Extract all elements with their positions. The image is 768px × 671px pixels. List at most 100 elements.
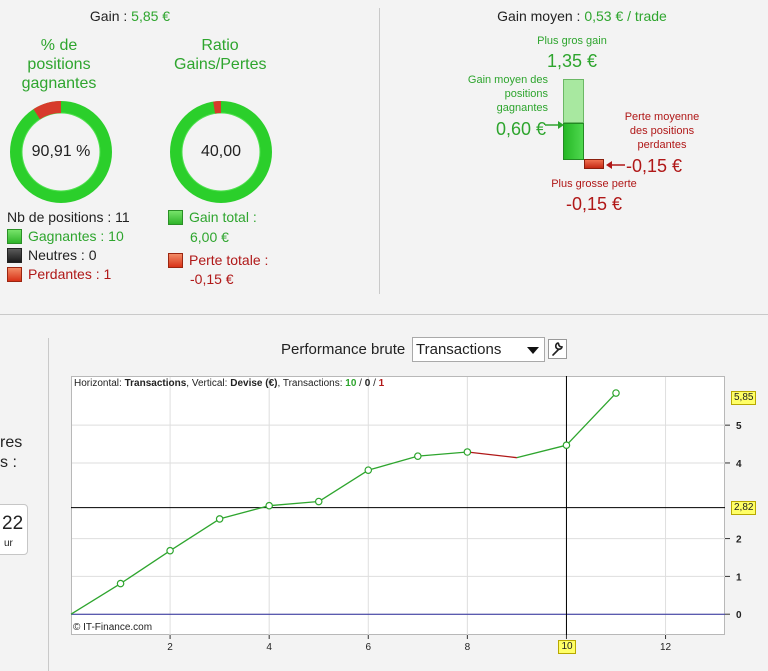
performance-select[interactable]: Transactions xyxy=(412,337,545,362)
gain-segment xyxy=(219,505,270,520)
data-point xyxy=(215,515,224,523)
performance-select-value: Transactions xyxy=(416,341,502,358)
gain-label: Gain : xyxy=(89,8,128,24)
left-card-value: 22 xyxy=(2,513,24,534)
chart-info-vertical-label: , Vertical: xyxy=(186,378,228,389)
performance-chart-area[interactable] xyxy=(71,376,725,635)
red-square-icon xyxy=(168,253,183,268)
copyright-text: © IT-Finance.com xyxy=(73,622,153,633)
x-tick-label: 6 xyxy=(365,642,371,653)
arrow-left-icon xyxy=(606,161,625,169)
dark-square-icon xyxy=(7,248,22,263)
y-tick-label: 2 xyxy=(736,535,742,546)
data-point xyxy=(364,466,373,474)
x-tick-label: 4 xyxy=(266,642,272,653)
data-point xyxy=(562,441,571,449)
win-rate-value: 90,91 % xyxy=(31,143,91,160)
chart-info-horizontal-label: Horizontal: xyxy=(74,378,122,389)
loss-segment xyxy=(467,451,517,459)
gain-segment xyxy=(565,392,617,446)
legend-winning: Gagnantes : 10 xyxy=(7,227,124,246)
gain-segment xyxy=(169,518,220,552)
winning-label: Gagnantes : 10 xyxy=(28,228,124,244)
arrow-right-icon xyxy=(545,121,564,129)
best-gain-value: 1,35 € xyxy=(546,51,598,71)
chart-info: Horizontal: Transactions, Vertical: Devi… xyxy=(74,378,384,389)
neutral-label: Neutres : 0 xyxy=(28,247,97,263)
red-square-icon xyxy=(7,267,22,282)
x-tick-label: 12 xyxy=(660,642,672,653)
worst-loss-value: -0,15 € xyxy=(565,194,623,214)
bottom-left-divider xyxy=(48,338,49,671)
green-square-icon xyxy=(168,210,183,225)
top-divider xyxy=(379,8,380,294)
green-square-icon xyxy=(7,229,22,244)
avg-loss-value: -0,15 € xyxy=(626,156,683,176)
gain-loss-ratio-title: Ratio Gains/Pertes xyxy=(174,37,267,73)
gain-value: 5,85 € xyxy=(131,8,171,24)
best-gain-bar xyxy=(563,79,584,123)
left-partial-text-2: s : xyxy=(0,454,17,471)
gain-segment xyxy=(318,469,369,503)
average-gain-value: 0,53 € / trade xyxy=(584,8,667,24)
legend-total-loss: Perte totale : xyxy=(168,251,268,270)
gain-segment xyxy=(120,550,171,585)
cursor-x-tag: 10 xyxy=(558,640,576,654)
chart-info-vertical-value: Devise (€) xyxy=(230,378,278,389)
data-point xyxy=(265,501,273,510)
avg-win-value: 0,60 € xyxy=(495,119,546,139)
avg-loss-label: Perte moyenne des positions perdantes xyxy=(624,111,700,151)
gain-loss-value: 40,00 xyxy=(200,143,242,160)
x-tick-label: 8 xyxy=(465,642,471,653)
left-card-sub: ur xyxy=(4,538,13,549)
wrench-icon-glyph xyxy=(552,342,564,356)
chart-info-count-win: 10 xyxy=(345,378,357,389)
avg-win-label: Gain moyen des positions gagnantes xyxy=(467,74,548,114)
average-gain-label: Gain moyen : xyxy=(497,8,581,24)
gain-segment xyxy=(368,455,418,471)
gain-segment xyxy=(269,500,319,507)
worst-loss-label: Plus grosse perte xyxy=(551,178,637,190)
data-point xyxy=(314,497,323,506)
legend-total-gain: Gain total : xyxy=(168,208,257,227)
x-tick-label: 2 xyxy=(167,642,173,653)
chevron-down-icon xyxy=(527,347,539,354)
win-rate-title: % de positions gagnantes xyxy=(21,37,97,92)
chart-info-sep-1: / xyxy=(356,378,365,389)
data-point xyxy=(116,579,125,588)
cursor-y-tag: 2,82 xyxy=(731,500,757,515)
chart-info-count-loss: 1 xyxy=(378,378,385,389)
gain-segment xyxy=(417,451,468,457)
best-gain-label: Plus gros gain xyxy=(537,35,607,47)
last-value-tag: 5,85 xyxy=(731,391,757,405)
y-tick-label: 1 xyxy=(736,572,742,583)
gain-summary: Gain : 5,85 € xyxy=(0,8,260,24)
average-gain-summary: Gain moyen : 0,53 € / trade xyxy=(400,8,764,24)
win-rate-donut xyxy=(10,101,112,203)
section-divider xyxy=(0,314,768,315)
data-point xyxy=(414,452,422,460)
gain-loss-donut xyxy=(170,101,272,203)
total-gain-value: 6,00 € xyxy=(190,229,229,245)
y-tick-label: 0 xyxy=(736,610,742,621)
legend-neutral: Neutres : 0 xyxy=(7,246,96,265)
data-point xyxy=(166,546,174,555)
losing-label: Perdantes : 1 xyxy=(28,266,112,282)
y-tick-label: 4 xyxy=(736,459,742,470)
gain-segment xyxy=(70,583,121,615)
chart-info-horizontal-value: Transactions xyxy=(124,378,187,389)
avg-win-bar xyxy=(563,123,584,160)
performance-label: Performance brute xyxy=(281,341,406,358)
total-loss-value: -0,15 € xyxy=(190,271,234,287)
chart-info-count-neutral: 0 xyxy=(364,378,371,389)
wrench-icon[interactable] xyxy=(548,339,567,359)
chart-info-transactions-label: , Transactions: xyxy=(277,378,343,389)
data-point xyxy=(612,389,620,397)
gain-segment xyxy=(516,444,567,459)
total-gain-label: Gain total : xyxy=(189,209,257,225)
chart-info-sep-2: / xyxy=(370,378,379,389)
data-point xyxy=(463,448,472,456)
positions-total: Nb de positions : 11 xyxy=(7,209,130,225)
total-loss-label: Perte totale : xyxy=(189,252,269,268)
